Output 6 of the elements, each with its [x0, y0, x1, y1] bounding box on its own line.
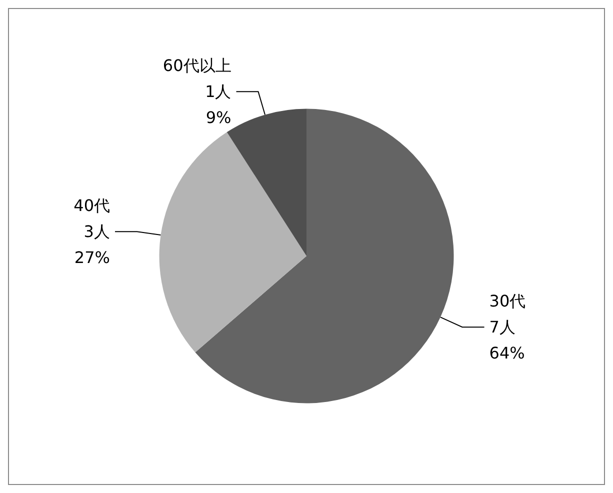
data-label: 7人 64%: [489, 318, 525, 363]
slice-label: 60代以上: [162, 56, 232, 76]
data-label: 3人 27%: [74, 222, 110, 268]
data-label: 1人 9%: [205, 82, 232, 128]
slice-label: 40代: [74, 196, 110, 216]
slice-label: 30代: [489, 292, 526, 311]
